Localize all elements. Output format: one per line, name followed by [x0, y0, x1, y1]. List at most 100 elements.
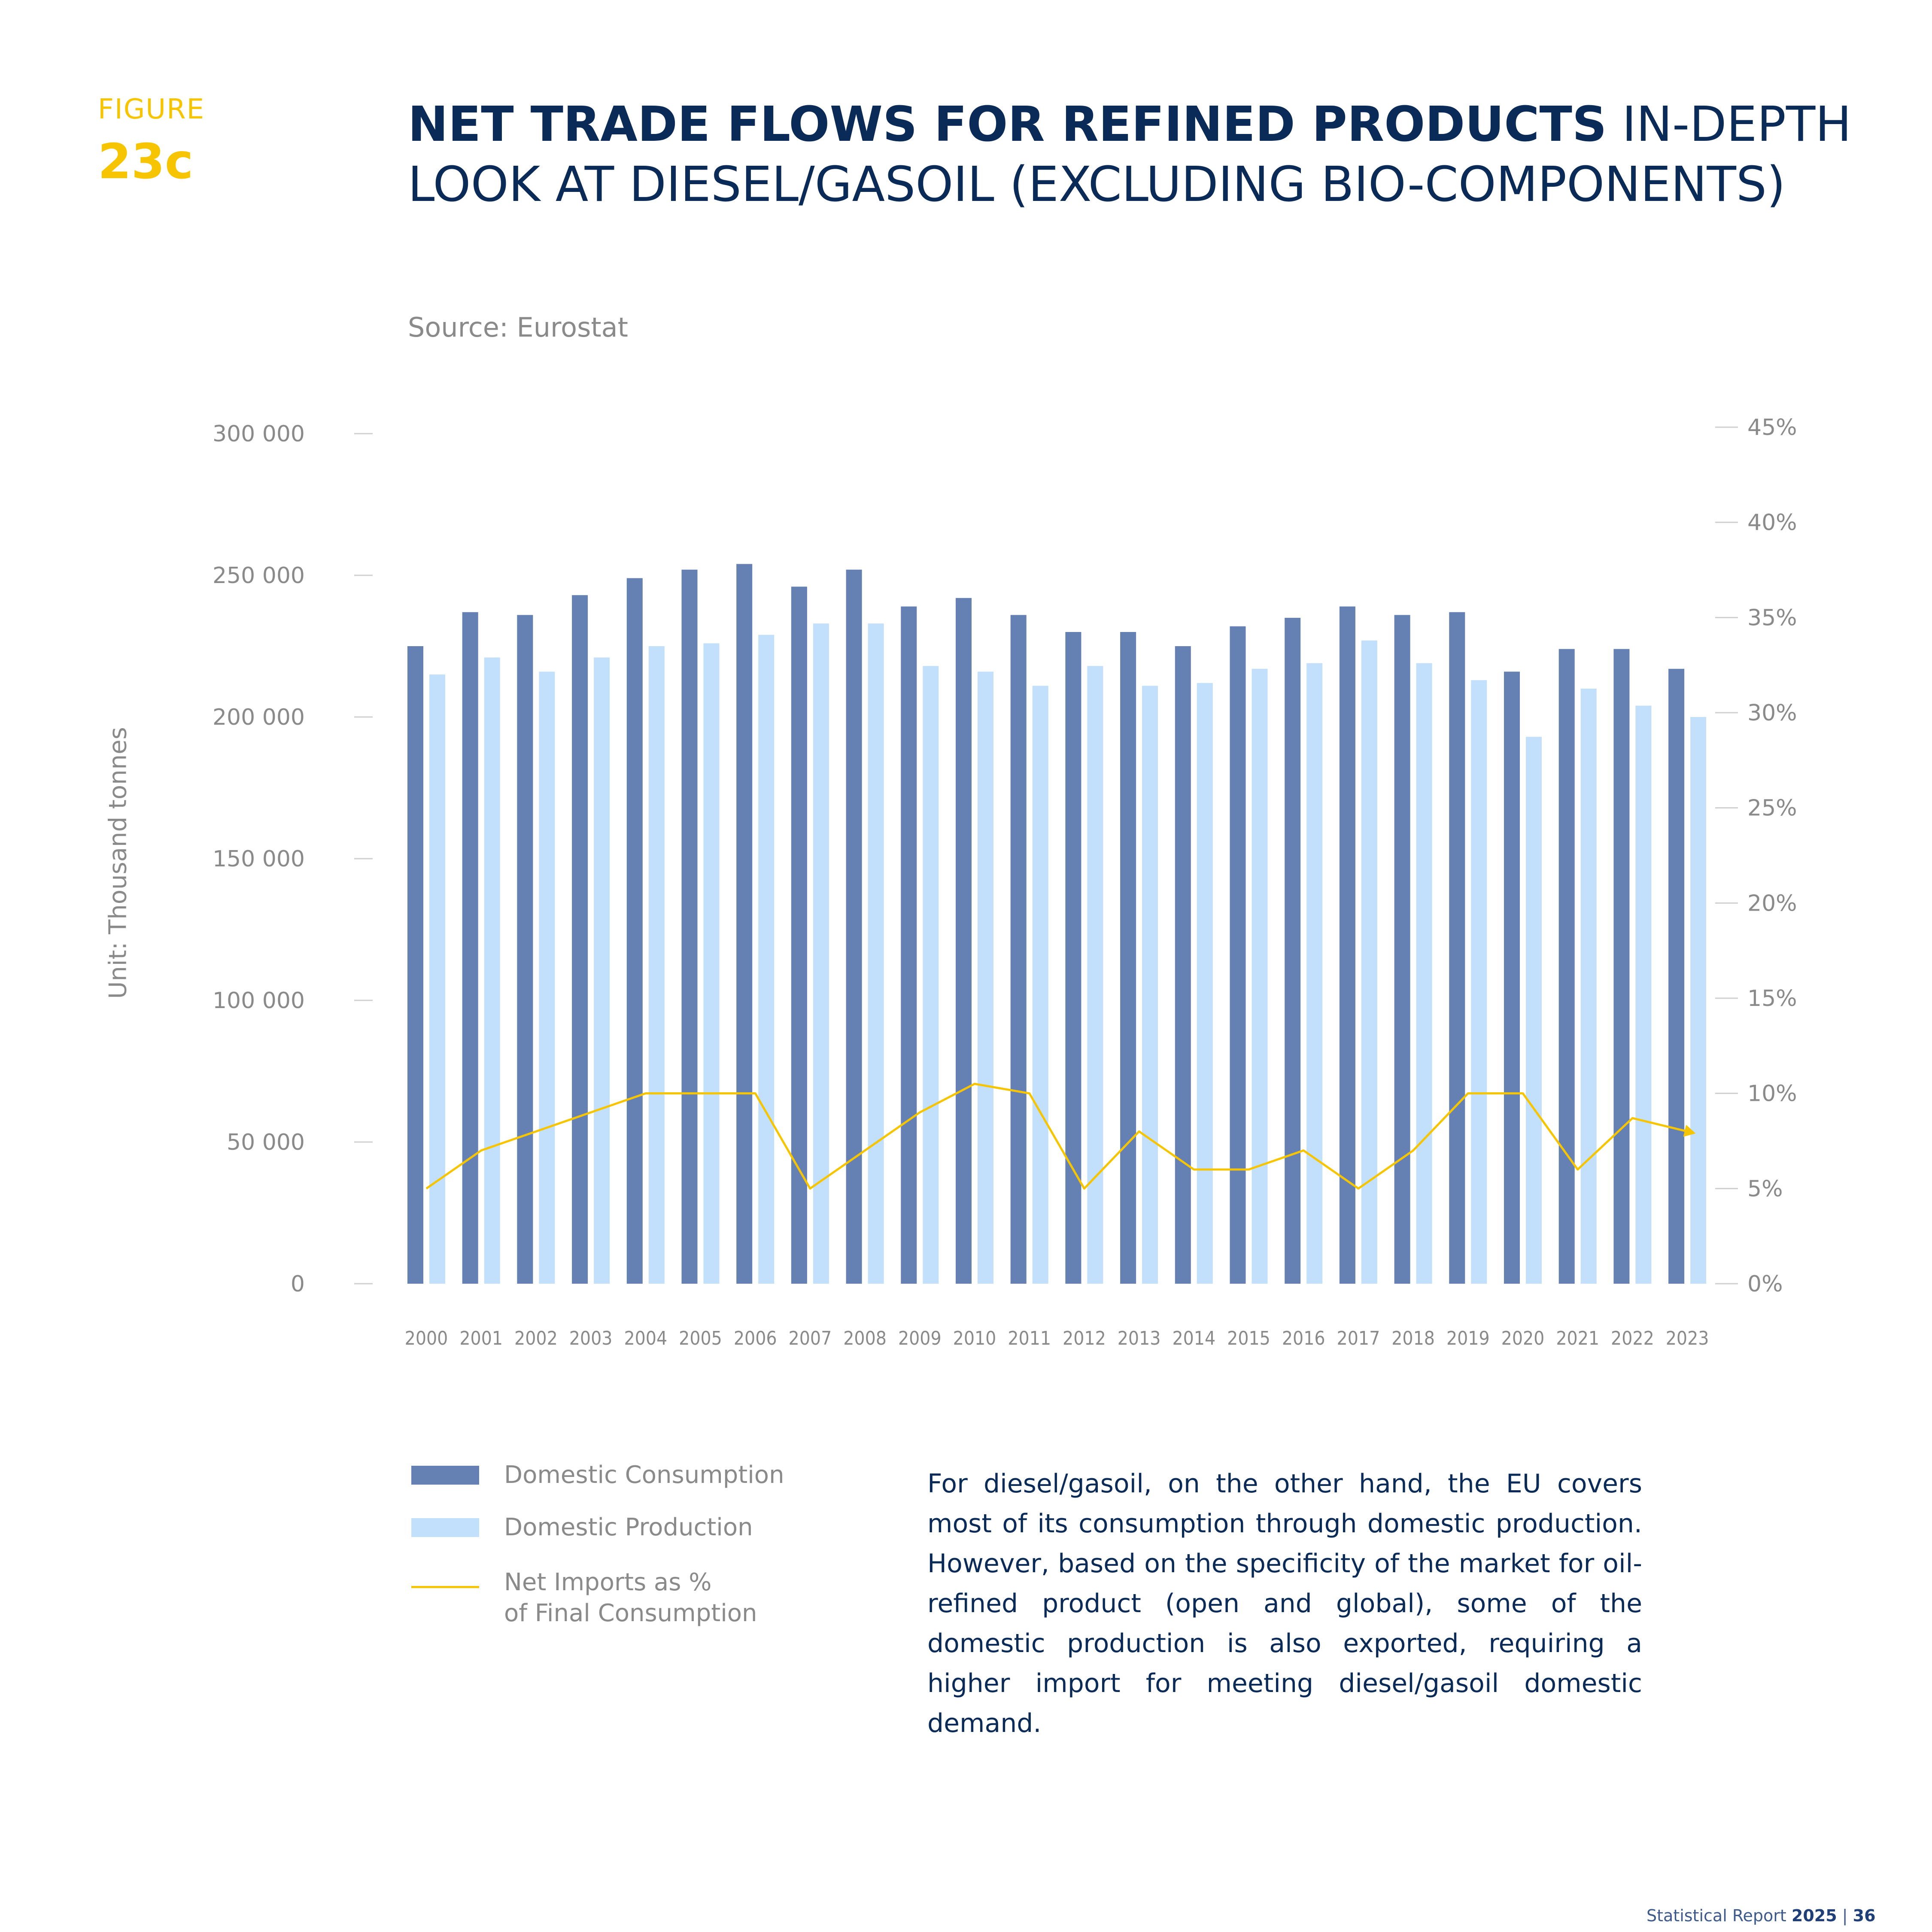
bar-domestic-consumption: [1449, 612, 1465, 1284]
x-tick-label: 2000: [405, 1327, 448, 1349]
x-tick-label: 2013: [1118, 1327, 1161, 1349]
y-left-tick-label: 100 000: [213, 988, 305, 1014]
y-right-tick-label: 15%: [1747, 986, 1797, 1012]
y-left-tick-label: 50 000: [227, 1130, 305, 1155]
bar-domestic-production: [758, 635, 775, 1284]
bar-domestic-production: [1361, 640, 1377, 1284]
chart-title: NET TRADE FLOWS FOR REFINED PRODUCTS IN-…: [408, 94, 1868, 215]
x-tick-label: 2010: [953, 1327, 996, 1349]
x-tick-label: 2009: [898, 1327, 942, 1349]
bar-domestic-production: [1416, 663, 1432, 1284]
x-tick-label: 2005: [679, 1327, 722, 1349]
bar-domestic-consumption: [901, 606, 917, 1284]
x-axis: 2000 2001 2002 2003 2004 2005 2006 2007 2008 2009…: [405, 1327, 1709, 1349]
page-footer: Statistical Report 2025 | 36: [1646, 1906, 1876, 1925]
bar-domestic-production: [1252, 668, 1268, 1284]
bar-domestic-production: [539, 671, 555, 1284]
y-right-tick-label: 40%: [1747, 510, 1797, 536]
y-right-tick-label: 30%: [1747, 700, 1797, 726]
legend-label-net-imports: Net Imports as % of Final Consumption: [504, 1567, 757, 1629]
y-right-tick-label: 35%: [1747, 605, 1797, 631]
source-note: Source: Eurostat: [408, 312, 628, 343]
left-axis: 300 000 250 000 200 000 150 000 100 000 50 00…: [213, 421, 373, 1297]
bar-domestic-production: [594, 657, 610, 1284]
legend-label-consumption: Domestic Consumption: [504, 1461, 784, 1489]
y-left-tick-label: 150 000: [213, 846, 305, 872]
bar-domestic-consumption: [1065, 632, 1081, 1284]
bar-domestic-production: [648, 646, 665, 1284]
x-tick-label: 2016: [1282, 1327, 1325, 1349]
bar-domestic-production: [813, 623, 829, 1284]
x-tick-label: 2015: [1227, 1327, 1270, 1349]
figure-label: FIGURE: [98, 94, 205, 125]
legend-label-net-imports-line2: of Final Consumption: [504, 1599, 757, 1627]
net-imports-line-layer: [425, 1083, 1696, 1190]
x-tick-label: 2020: [1501, 1327, 1545, 1349]
legend-item-net-imports: Net Imports as % of Final Consumption: [411, 1567, 757, 1629]
bar-domestic-consumption: [846, 569, 862, 1284]
x-tick-label: 2011: [1008, 1327, 1051, 1349]
x-tick-label: 2007: [789, 1327, 832, 1349]
x-tick-label: 2008: [843, 1327, 887, 1349]
bar-domestic-production: [1690, 717, 1707, 1284]
legend-label-net-imports-line1: Net Imports as %: [504, 1568, 712, 1596]
x-tick-label: 2012: [1063, 1327, 1106, 1349]
y-left-tick-label: 0: [291, 1271, 305, 1297]
x-tick-label: 2001: [459, 1327, 503, 1349]
bar-domestic-production: [1087, 666, 1103, 1284]
bar-domestic-production: [1142, 686, 1158, 1284]
legend-swatch-production: [411, 1518, 479, 1537]
x-tick-label: 2002: [514, 1327, 558, 1349]
legend-item-consumption: Domestic Consumption: [411, 1460, 784, 1491]
net-imports-line-arrowhead: [1683, 1124, 1696, 1137]
bar-domestic-consumption: [1339, 606, 1355, 1284]
legend-swatch-consumption: [411, 1466, 479, 1485]
bar-domestic-consumption: [1120, 632, 1136, 1284]
net-imports-line: [425, 1083, 1688, 1190]
bar-domestic-consumption: [517, 615, 533, 1284]
bar-domestic-consumption: [1010, 615, 1027, 1284]
bar-domestic-consumption: [1394, 615, 1410, 1284]
bar-domestic-production: [1197, 683, 1213, 1284]
y-right-tick-label: 20%: [1747, 890, 1797, 916]
title-rest: IN-DEPTH LOOK AT DIESEL/GASOIL (EXCLUDIN…: [408, 97, 1852, 213]
legend-swatch-net-imports: [411, 1586, 479, 1588]
legend-item-production: Domestic Production: [411, 1512, 753, 1543]
bar-domestic-consumption: [1613, 649, 1630, 1284]
bar-domestic-consumption: [1285, 618, 1301, 1284]
bar-domestic-consumption: [572, 595, 588, 1284]
bar-domestic-production: [429, 674, 445, 1284]
footer-page-number: 36: [1853, 1906, 1876, 1925]
y-left-tick-label: 200 000: [213, 705, 305, 730]
x-tick-label: 2019: [1446, 1327, 1490, 1349]
title-bold: NET TRADE FLOWS FOR REFINED PRODUCTS: [408, 97, 1607, 152]
bar-domestic-production: [484, 657, 500, 1284]
bar-domestic-production: [1526, 737, 1542, 1284]
bar-domestic-production: [1306, 663, 1323, 1284]
x-tick-label: 2006: [734, 1327, 777, 1349]
x-tick-label: 2004: [624, 1327, 667, 1349]
y-right-tick-label: 45%: [1747, 415, 1797, 440]
bar-domestic-consumption: [462, 612, 478, 1284]
y-left-tick-label: 300 000: [213, 421, 305, 447]
bars: [407, 564, 1707, 1284]
bar-domestic-consumption: [736, 564, 753, 1284]
y-right-tick-label: 0%: [1747, 1271, 1783, 1297]
y-right-tick-label: 25%: [1747, 796, 1797, 821]
footer-separator: |: [1837, 1906, 1853, 1925]
bar-domestic-consumption: [1558, 649, 1575, 1284]
figure-number: 23c: [98, 134, 194, 190]
bar-domestic-consumption: [626, 578, 643, 1284]
x-tick-label: 2014: [1172, 1327, 1215, 1349]
bar-domestic-production: [703, 643, 720, 1284]
legend-label-production: Domestic Production: [504, 1513, 753, 1541]
y-right-tick-label: 10%: [1747, 1081, 1797, 1107]
body-paragraph: For diesel/gasoil, on the other hand, th…: [927, 1469, 1642, 1738]
bar-domestic-production: [978, 671, 993, 1284]
x-tick-label: 2021: [1556, 1327, 1599, 1349]
bar-domestic-consumption: [1230, 626, 1246, 1284]
footer-report-label: Statistical Report: [1646, 1906, 1792, 1925]
bar-domestic-production: [1635, 705, 1652, 1284]
bar-domestic-consumption: [407, 646, 423, 1284]
bar-domestic-consumption: [956, 598, 972, 1284]
